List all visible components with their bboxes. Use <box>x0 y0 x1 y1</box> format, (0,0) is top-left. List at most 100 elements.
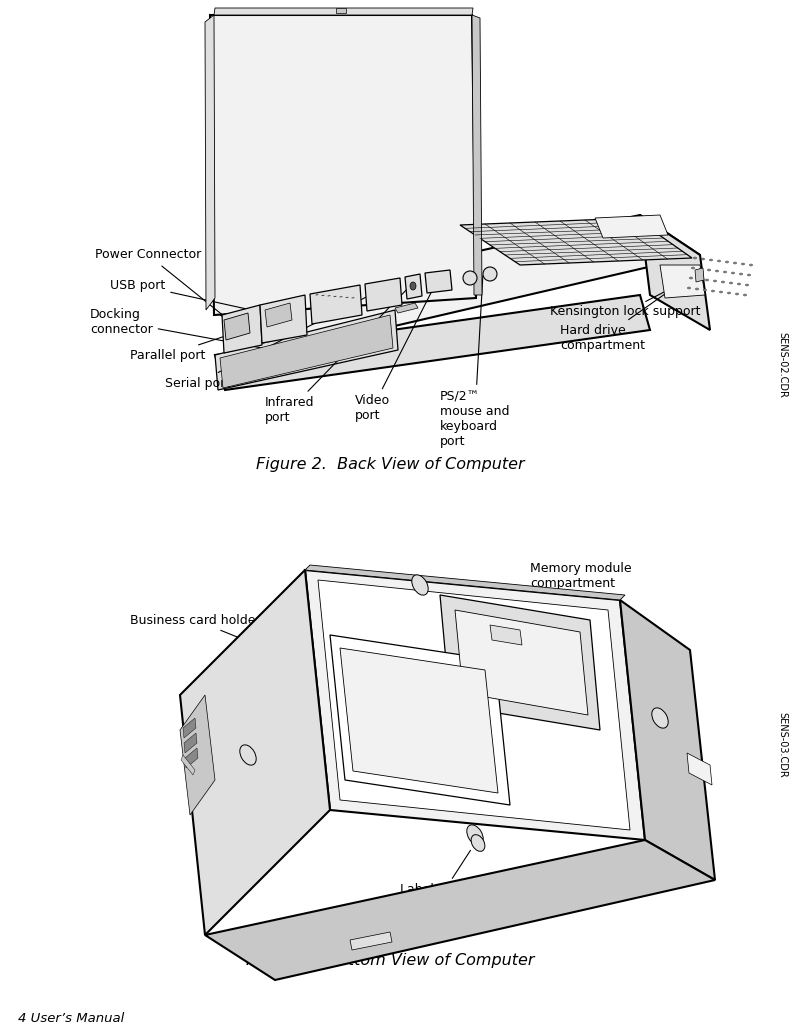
Ellipse shape <box>727 292 731 294</box>
Polygon shape <box>180 695 215 815</box>
Polygon shape <box>695 268 704 282</box>
Polygon shape <box>210 15 476 315</box>
Ellipse shape <box>710 259 713 261</box>
Text: Figure 2.  Back View of Computer: Figure 2. Back View of Computer <box>256 458 525 472</box>
Polygon shape <box>472 15 482 295</box>
Polygon shape <box>440 595 600 730</box>
Text: Docking
connector: Docking connector <box>90 308 297 354</box>
Polygon shape <box>305 565 625 600</box>
Polygon shape <box>687 753 712 785</box>
Ellipse shape <box>730 282 732 284</box>
Polygon shape <box>365 278 402 311</box>
Ellipse shape <box>731 272 735 274</box>
Ellipse shape <box>552 680 568 700</box>
Polygon shape <box>660 265 705 298</box>
Ellipse shape <box>711 290 714 292</box>
Ellipse shape <box>467 825 483 845</box>
Polygon shape <box>214 8 473 15</box>
Text: Memory module
compartment: Memory module compartment <box>530 562 632 643</box>
Polygon shape <box>350 932 392 950</box>
Ellipse shape <box>412 574 429 595</box>
Text: PS/2™
mouse and
keyboard
port: PS/2™ mouse and keyboard port <box>440 276 509 448</box>
Polygon shape <box>340 648 498 793</box>
Polygon shape <box>620 600 715 880</box>
Ellipse shape <box>718 260 721 262</box>
Ellipse shape <box>691 267 694 269</box>
Polygon shape <box>205 15 215 310</box>
Polygon shape <box>336 8 346 13</box>
Ellipse shape <box>702 258 705 260</box>
Ellipse shape <box>719 291 723 293</box>
Ellipse shape <box>463 271 477 285</box>
Ellipse shape <box>726 261 728 263</box>
Polygon shape <box>183 718 196 738</box>
Polygon shape <box>318 580 630 829</box>
Polygon shape <box>215 310 398 390</box>
Ellipse shape <box>471 835 485 851</box>
Polygon shape <box>215 215 700 355</box>
Polygon shape <box>220 315 393 388</box>
Text: USB port: USB port <box>110 279 272 314</box>
Text: Video
port: Video port <box>355 281 437 422</box>
Polygon shape <box>185 748 198 768</box>
Polygon shape <box>260 295 307 343</box>
Text: Hard drive
compartment: Hard drive compartment <box>560 284 680 352</box>
Polygon shape <box>224 313 250 340</box>
Polygon shape <box>215 295 650 390</box>
Polygon shape <box>490 625 522 645</box>
Polygon shape <box>181 755 195 775</box>
Text: SENS-02.CDR: SENS-02.CDR <box>777 332 787 398</box>
Ellipse shape <box>652 708 668 728</box>
Ellipse shape <box>715 270 718 272</box>
Ellipse shape <box>723 271 727 273</box>
Text: Serial port: Serial port <box>165 291 377 389</box>
Ellipse shape <box>738 283 740 285</box>
Ellipse shape <box>699 268 702 270</box>
Ellipse shape <box>706 279 709 281</box>
Ellipse shape <box>687 287 690 289</box>
Ellipse shape <box>743 294 747 296</box>
Ellipse shape <box>714 280 717 282</box>
Polygon shape <box>455 611 588 715</box>
Polygon shape <box>395 303 418 313</box>
Ellipse shape <box>739 273 743 275</box>
Text: SENS-03.CDR: SENS-03.CDR <box>777 712 787 778</box>
Text: Label showing: Label showing <box>400 850 489 897</box>
Ellipse shape <box>483 267 497 281</box>
Polygon shape <box>405 274 422 299</box>
Ellipse shape <box>734 262 736 264</box>
Polygon shape <box>265 303 292 327</box>
Ellipse shape <box>746 284 748 286</box>
Ellipse shape <box>735 293 739 295</box>
Ellipse shape <box>410 282 416 290</box>
Polygon shape <box>222 305 262 353</box>
Text: Power Connector: Power Connector <box>95 249 233 323</box>
Ellipse shape <box>698 278 701 280</box>
Ellipse shape <box>747 274 751 276</box>
Polygon shape <box>425 270 452 293</box>
Polygon shape <box>595 215 668 238</box>
Text: Figure 3.  Bottom View of Computer: Figure 3. Bottom View of Computer <box>246 952 534 968</box>
Polygon shape <box>640 215 710 330</box>
Polygon shape <box>460 218 692 265</box>
Ellipse shape <box>690 277 693 279</box>
Text: Kensington lock support: Kensington lock support <box>550 275 701 318</box>
Polygon shape <box>205 840 715 980</box>
Ellipse shape <box>695 288 698 290</box>
Ellipse shape <box>239 745 256 765</box>
Polygon shape <box>310 285 362 324</box>
Text: Business card holder: Business card holder <box>130 614 377 694</box>
Ellipse shape <box>750 264 752 267</box>
Polygon shape <box>180 570 330 935</box>
Text: Parallel port: Parallel port <box>130 301 332 362</box>
Ellipse shape <box>742 263 744 265</box>
Polygon shape <box>330 635 510 805</box>
Ellipse shape <box>722 281 724 283</box>
Ellipse shape <box>703 289 706 291</box>
Ellipse shape <box>707 269 710 271</box>
Ellipse shape <box>694 257 697 259</box>
Polygon shape <box>305 570 645 840</box>
Text: Infrared
port: Infrared port <box>265 285 411 424</box>
Polygon shape <box>184 733 197 753</box>
Text: 4 User’s Manual: 4 User’s Manual <box>18 1011 124 1025</box>
